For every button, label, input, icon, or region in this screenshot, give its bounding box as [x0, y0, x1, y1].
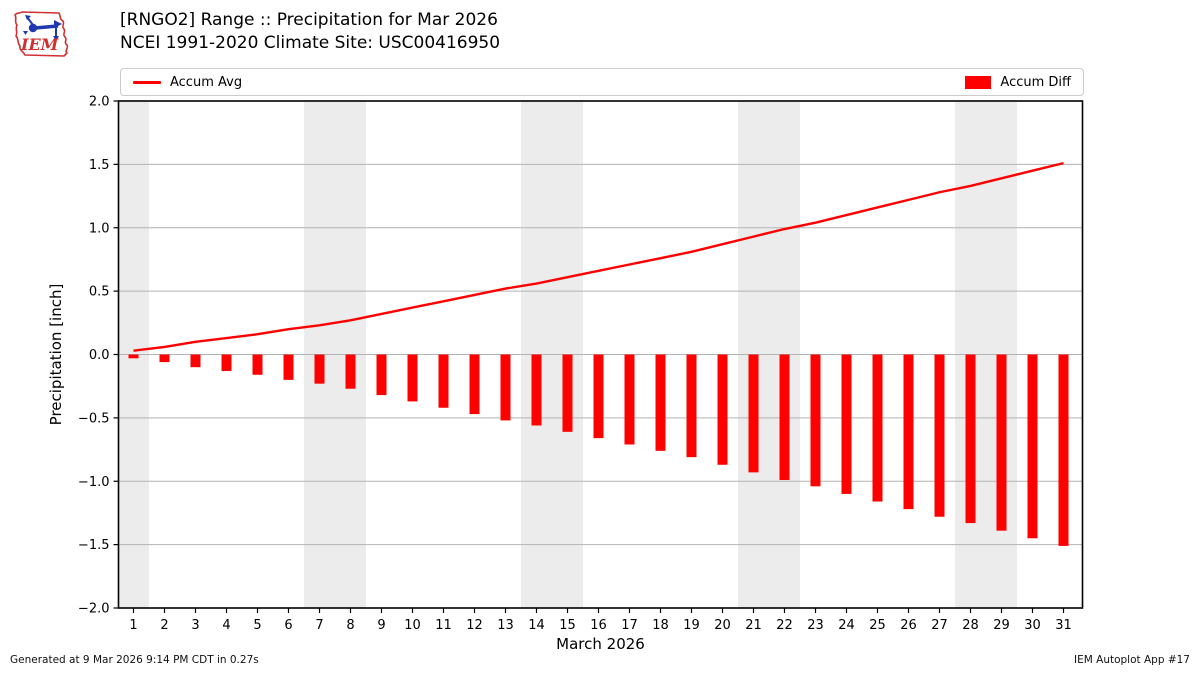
svg-text:27: 27 [931, 618, 948, 633]
accum-diff-bar-day-22 [779, 354, 790, 480]
accum-diff-bar-day-2 [159, 354, 170, 363]
svg-text:1: 1 [129, 618, 137, 633]
weather-vane-icon [23, 15, 62, 41]
accum-avg-line-swatch [133, 80, 161, 84]
svg-text:2.0: 2.0 [89, 95, 110, 110]
svg-text:2: 2 [160, 618, 168, 633]
accum-diff-bar-day-21 [748, 354, 759, 473]
svg-text:6: 6 [284, 618, 292, 633]
accum-diff-bar-day-10 [407, 354, 418, 402]
svg-text:−1.5: −1.5 [78, 538, 110, 553]
title-block: [RNGO2] Range :: Precipitation for Mar 2… [120, 9, 500, 55]
accum-diff-bar-day-3 [190, 354, 201, 368]
iem-logo: IEM [14, 11, 69, 57]
accum-diff-bar-day-14 [531, 354, 542, 426]
accum-avg-legend-label: Accum Avg [170, 74, 243, 90]
accum-diff-bar-day-12 [469, 354, 480, 415]
svg-text:−2.0: −2.0 [78, 602, 110, 617]
svg-text:23: 23 [807, 618, 824, 633]
legend-item-accum-avg: Accum Avg [133, 75, 242, 90]
accum-diff-bar-day-19 [686, 354, 697, 458]
svg-text:18: 18 [652, 618, 669, 633]
svg-text:19: 19 [683, 618, 700, 633]
accum-diff-bar-day-24 [841, 354, 852, 494]
x-axis-label: March 2026 [556, 635, 645, 653]
accum-diff-legend-label: Accum Diff [1000, 74, 1071, 90]
accum-diff-bar-day-6 [283, 354, 294, 380]
accum-diff-bar-day-5 [252, 354, 263, 375]
accum-diff-bar-day-4 [221, 354, 232, 371]
svg-text:0.0: 0.0 [89, 348, 110, 363]
accum-diff-bar-day-30 [1027, 354, 1038, 539]
svg-text:25: 25 [869, 618, 886, 633]
svg-text:8: 8 [346, 618, 354, 633]
chart-subtitle: NCEI 1991-2020 Climate Site: USC00416950 [120, 33, 501, 53]
svg-text:1.5: 1.5 [89, 158, 110, 173]
svg-text:10: 10 [404, 618, 421, 633]
svg-text:5: 5 [253, 618, 261, 633]
accum-diff-bar-day-8 [345, 354, 356, 389]
svg-text:29: 29 [993, 618, 1010, 633]
accum-diff-bar-day-28 [965, 354, 976, 524]
chart-title: [RNGO2] Range :: Precipitation for Mar 2… [120, 10, 498, 30]
svg-text:24: 24 [838, 618, 855, 633]
svg-text:31: 31 [1055, 618, 1072, 633]
accum-diff-bar-day-25 [872, 354, 883, 502]
svg-text:9: 9 [377, 618, 385, 633]
accum-diff-bars [128, 354, 1069, 546]
svg-text:4: 4 [222, 618, 230, 633]
accum-diff-bar-day-17 [624, 354, 635, 445]
svg-text:13: 13 [497, 618, 514, 633]
accum-diff-bar-day-15 [562, 354, 573, 432]
x-axis: 1 2 3 4 5 6 7 8 9 10 11 12 13 14 15 16 17 18 19 20 21 22 23 24 2… [129, 608, 1072, 633]
chart-legend: Accum Avg Accum Diff [120, 68, 1084, 96]
accum-diff-bar-day-11 [438, 354, 449, 408]
y-axis: −2.0 −1.5 −1.0 −0.5 0.0 0.5 1.0 1.5 2.0 [78, 95, 119, 617]
accum-diff-bar-day-13 [500, 354, 511, 421]
svg-text:3: 3 [191, 618, 199, 633]
svg-text:14: 14 [528, 618, 545, 633]
svg-text:1.0: 1.0 [89, 221, 110, 236]
accum-diff-bar-day-23 [810, 354, 821, 487]
accum-diff-bar-day-29 [996, 354, 1007, 531]
svg-text:11: 11 [435, 618, 452, 633]
svg-text:12: 12 [466, 618, 483, 633]
accum-diff-bar-day-9 [376, 354, 387, 396]
accum-diff-bar-day-27 [934, 354, 945, 517]
iem-logo-text: IEM [20, 35, 60, 54]
svg-text:17: 17 [621, 618, 638, 633]
accum-diff-bar-day-20 [717, 354, 728, 465]
accum-diff-bar-day-7 [314, 354, 325, 384]
accum-diff-bar-day-1 [128, 354, 139, 359]
accum-diff-bar-day-26 [903, 354, 914, 510]
svg-text:30: 30 [1024, 618, 1041, 633]
svg-text:22: 22 [776, 618, 793, 633]
svg-text:7: 7 [315, 618, 323, 633]
accum-diff-bar-day-31 [1058, 354, 1069, 546]
svg-text:15: 15 [559, 618, 576, 633]
accum-avg-line [133, 161, 1064, 352]
svg-text:20: 20 [714, 618, 731, 633]
accum-diff-bar-day-16 [593, 354, 604, 439]
svg-text:28: 28 [962, 618, 979, 633]
svg-text:26: 26 [900, 618, 917, 633]
legend-item-accum-diff: Accum Diff [965, 75, 1071, 90]
svg-text:21: 21 [745, 618, 762, 633]
accum-diff-bar-swatch [965, 75, 992, 89]
svg-text:−0.5: −0.5 [78, 411, 110, 426]
svg-text:16: 16 [590, 618, 607, 633]
svg-text:0.5: 0.5 [89, 285, 110, 300]
svg-text:−1.0: −1.0 [78, 475, 110, 490]
accum-diff-bar-day-18 [655, 354, 666, 451]
app-credit: IEM Autoplot App #17 [1074, 654, 1190, 666]
y-axis-label: Precipitation [inch] [47, 284, 65, 426]
generated-timestamp: Generated at 9 Mar 2026 9:14 PM CDT in 0… [10, 654, 259, 666]
